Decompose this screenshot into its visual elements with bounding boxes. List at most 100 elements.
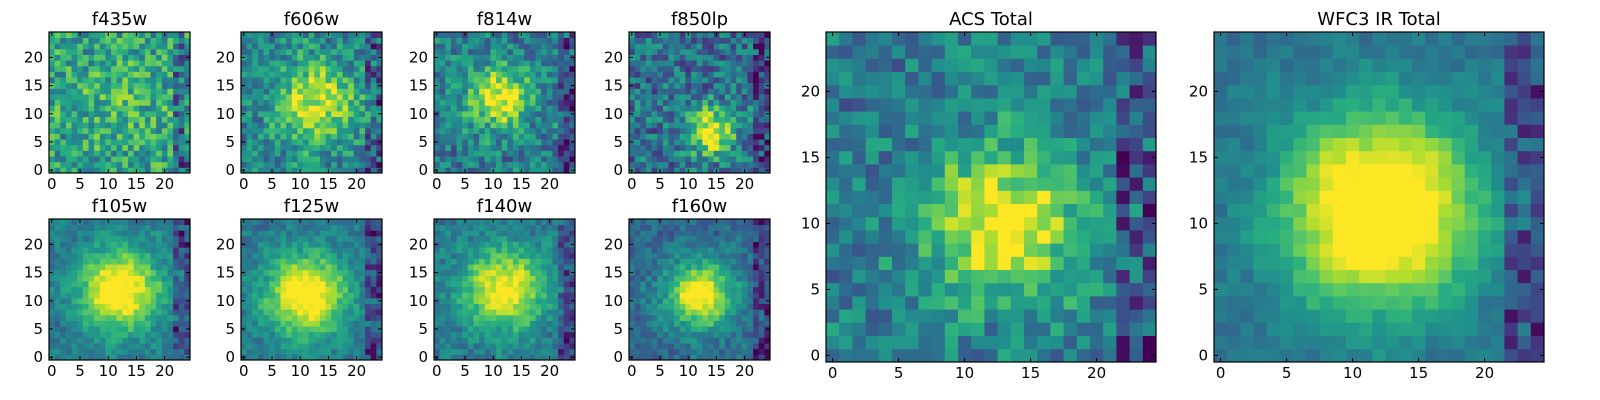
heatmap-cell [127, 331, 134, 338]
heatmap-cell [569, 71, 576, 78]
heatmap-cell [303, 303, 310, 310]
heatmap-cell [297, 320, 304, 327]
heatmap-cell [552, 275, 559, 282]
heatmap-cell [331, 264, 338, 271]
heatmap-cell [685, 326, 692, 333]
heatmap-cell [94, 354, 101, 361]
heatmap-cell [133, 348, 140, 355]
heatmap-cell [490, 60, 497, 67]
heatmap-cell [173, 230, 180, 237]
heatmap-cell [645, 127, 652, 134]
heatmap-cell [674, 348, 681, 355]
heatmap-cell [529, 82, 536, 89]
heatmap-cell [563, 32, 570, 39]
heatmap-cell [501, 32, 508, 39]
heatmap-cell [359, 343, 366, 350]
heatmap-cell [291, 258, 298, 265]
heatmap-cell [685, 331, 692, 338]
heatmap-cell [139, 297, 146, 304]
heatmap-cell [303, 77, 310, 84]
heatmap-cell [657, 65, 664, 72]
heatmap-cell [122, 320, 129, 327]
heatmap-cell [331, 219, 338, 226]
heatmap-cell [434, 43, 441, 50]
heatmap-cell [105, 264, 112, 271]
heatmap-cell [88, 354, 95, 361]
heatmap-cell [484, 292, 491, 299]
heatmap-cell [269, 235, 276, 242]
heatmap-cell [445, 224, 452, 231]
heatmap-cell [651, 77, 658, 84]
heatmap-cell [77, 122, 84, 129]
heatmap-cell [496, 54, 503, 61]
heatmap-cell [167, 247, 174, 254]
axes-frame [433, 31, 576, 174]
heatmap-cell [353, 292, 360, 299]
heatmap-cell [359, 348, 366, 355]
panel-title-f606w: f606w [284, 9, 339, 30]
y-tick-label: 5 [225, 133, 235, 151]
heatmap-cell [173, 77, 180, 84]
heatmap-cell [49, 281, 56, 288]
heatmap-cell [552, 354, 559, 361]
heatmap-cell [274, 127, 281, 134]
heatmap-cell [111, 337, 118, 344]
heatmap-cell [741, 37, 748, 44]
heatmap-cell [241, 303, 248, 310]
heatmap-cell [184, 37, 191, 44]
heatmap-cell [724, 133, 731, 140]
heatmap-cell [736, 122, 743, 129]
heatmap-cell [269, 241, 276, 248]
heatmap-cell [501, 224, 508, 231]
heatmap-cell [640, 303, 647, 310]
heatmap-cell [707, 348, 714, 355]
x-tick-label: 20 [540, 175, 559, 193]
heatmap-cell [747, 94, 754, 101]
heatmap-cell [122, 167, 129, 174]
heatmap-cell [484, 94, 491, 101]
heatmap-cell [657, 286, 664, 293]
heatmap-cell [257, 37, 264, 44]
heatmap-cell [696, 54, 703, 61]
heatmap-cell [144, 230, 151, 237]
heatmap-cell [439, 281, 446, 288]
heatmap-cell [173, 269, 180, 276]
heatmap-cell [314, 326, 321, 333]
heatmap-cell [82, 331, 89, 338]
heatmap-cell [707, 133, 714, 140]
heatmap-cell [484, 144, 491, 151]
heatmap-cell [753, 37, 760, 44]
heatmap-cell [178, 65, 185, 72]
heatmap-cell [479, 116, 486, 123]
heatmap-cell [122, 314, 129, 321]
heatmap-cell [331, 48, 338, 55]
heatmap-cell [713, 105, 720, 112]
heatmap-cell [445, 150, 452, 157]
heatmap-cell [144, 219, 151, 226]
heatmap-cell [348, 230, 355, 237]
heatmap-cell [65, 326, 72, 333]
heatmap-cell [286, 219, 293, 226]
heatmap-cell [280, 65, 287, 72]
heatmap-cell [724, 94, 731, 101]
heatmap-cell [274, 348, 281, 355]
heatmap-cell [116, 303, 123, 310]
heatmap-cell [541, 286, 548, 293]
heatmap-cell [77, 286, 84, 293]
heatmap-cell [674, 139, 681, 146]
heatmap-cell [286, 105, 293, 112]
heatmap-cell [336, 343, 343, 350]
heatmap-cell [719, 281, 726, 288]
heatmap-cell [552, 241, 559, 248]
heatmap-cell [167, 32, 174, 39]
heatmap-cell [376, 337, 383, 344]
heatmap-cell [291, 297, 298, 304]
heatmap-cell [558, 235, 565, 242]
heatmap-cell [696, 105, 703, 112]
heatmap-cell [353, 286, 360, 293]
heatmap-cell [77, 343, 84, 350]
heatmap-cell [111, 320, 118, 327]
heatmap-cell [161, 60, 168, 67]
